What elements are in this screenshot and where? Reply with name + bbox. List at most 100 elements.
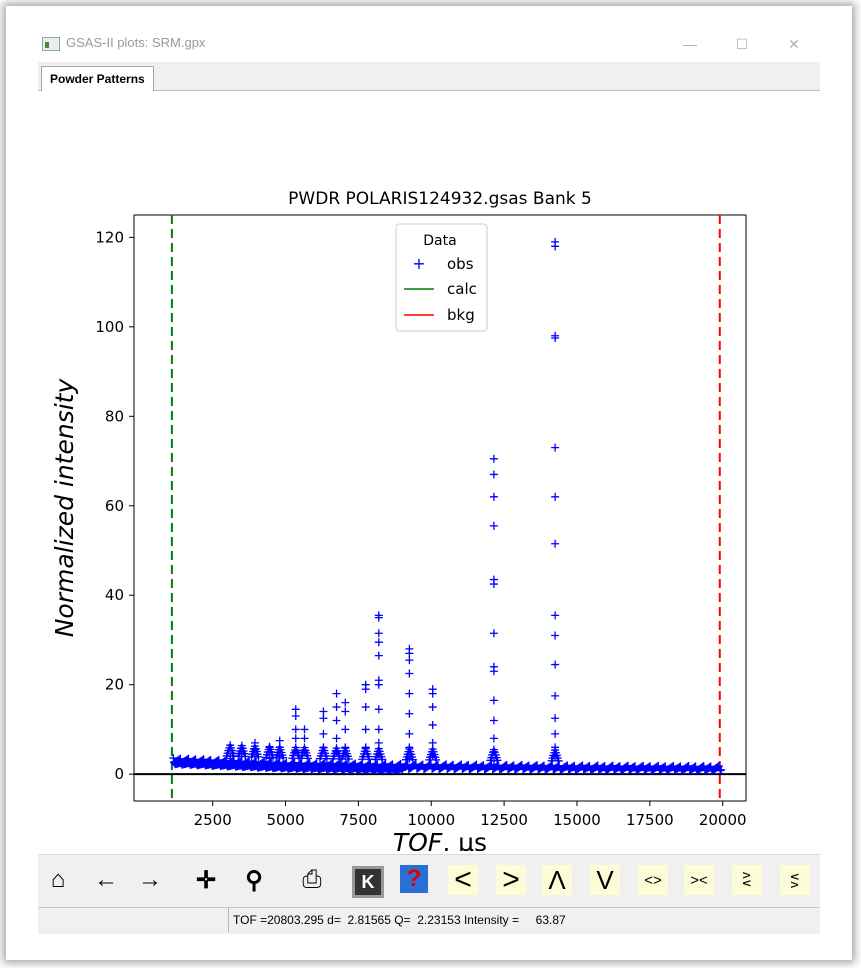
powder-pattern-chart[interactable]: PWDR POLARIS124932.gsas Bank 5 2500 5000 7…	[38, 91, 820, 857]
obs-peak-point	[551, 691, 560, 700]
legend-box	[395, 223, 488, 332]
save-icon[interactable]: ⎙	[302, 866, 322, 893]
x-tick-label: 20000	[699, 811, 747, 829]
pan-icon[interactable]: ✛	[195, 866, 217, 894]
x-tick-label: 12500	[480, 811, 528, 829]
x-tick-label: 5000	[266, 811, 304, 829]
zoom-icon[interactable]: ⚲	[245, 866, 263, 894]
obs-peak-point	[551, 539, 560, 548]
obs-peak-point	[489, 696, 498, 705]
obs-peak-point	[551, 631, 560, 640]
tab-bar: Powder Patterns	[38, 62, 820, 91]
y-axis-label: Normalized intensity	[50, 378, 79, 638]
obs-peak-point	[551, 714, 560, 723]
obs-peak-point	[374, 613, 383, 622]
help-icon[interactable]: ?	[400, 865, 428, 893]
obs-peak-point	[291, 725, 300, 734]
obs-peak-point	[374, 725, 383, 734]
y-tick-label: 20	[105, 676, 124, 694]
y-tick-label: 0	[114, 765, 124, 783]
obs-peak-point	[319, 729, 328, 738]
shrink-y-icon[interactable]: ∨ʌ	[780, 865, 810, 895]
obs-peak-base	[378, 755, 387, 764]
chart-title: PWDR POLARIS124932.gsas Bank 5	[288, 189, 592, 209]
obs-peak-point	[428, 689, 437, 698]
key-press-icon[interactable]: K	[352, 866, 384, 898]
obs-peak-point	[361, 703, 370, 712]
shift-down-icon[interactable]: V	[590, 865, 620, 895]
obs-peak-point	[489, 734, 498, 743]
obs-peak-point	[361, 685, 370, 694]
y-axis: 0 20 40 60 80 100 120	[95, 228, 134, 783]
obs-peak-base	[241, 752, 250, 761]
obs-peak-point	[374, 651, 383, 660]
obs-peak-point	[332, 703, 341, 712]
obs-peak-point	[489, 521, 498, 530]
tab-powder-patterns[interactable]: Powder Patterns	[41, 66, 154, 91]
expand-x-icon[interactable]: <>	[638, 865, 668, 895]
app-icon	[42, 37, 60, 51]
shift-up-icon[interactable]: Λ	[542, 865, 572, 895]
obs-series	[169, 237, 726, 775]
expand-y-icon[interactable]: ʌ∨	[732, 865, 762, 895]
obs-peak-base	[322, 754, 331, 763]
obs-peak-point	[341, 707, 350, 716]
obs-peak-base	[554, 756, 563, 765]
home-icon[interactable]: ⌂	[50, 866, 66, 893]
x-tick-label: 17500	[626, 811, 674, 829]
legend: Data + obs calc bkg	[395, 223, 488, 332]
obs-peak-point	[374, 705, 383, 714]
legend-obs-marker: +	[412, 254, 425, 273]
x-axis-label-main: TOF	[393, 828, 443, 851]
maximize-button[interactable]: ☐	[735, 36, 749, 52]
obs-peak-point	[291, 705, 300, 714]
y-tick-label: 40	[105, 586, 124, 604]
obs-peak-point	[341, 698, 350, 707]
window-title: GSAS-II plots: SRM.gpx	[66, 35, 206, 50]
obs-peak-point	[374, 629, 383, 638]
forward-arrow-icon[interactable]: →	[138, 866, 162, 893]
obs-peak-point	[300, 734, 309, 743]
obs-peak-base	[279, 753, 288, 762]
obs-peak-point	[489, 454, 498, 463]
x-tick-label: 7500	[339, 811, 377, 829]
plot-window: GSAS-II plots: SRM.gpx — ☐ ✕ Powder Patt…	[38, 28, 820, 934]
obs-peak-point	[361, 725, 370, 734]
obs-point	[717, 765, 726, 774]
obs-peak-point	[374, 680, 383, 689]
obs-peak-point	[489, 470, 498, 479]
obs-peak-point	[291, 712, 300, 721]
obs-peak-base	[432, 755, 441, 764]
minimize-button[interactable]: —	[683, 36, 697, 52]
obs-peak-point	[551, 242, 560, 251]
obs-peak-point	[374, 638, 383, 647]
obs-peak-point	[291, 734, 300, 743]
obs-peak-point	[405, 669, 414, 678]
obs-peak-point	[489, 629, 498, 638]
back-arrow-icon[interactable]: ←	[94, 866, 118, 893]
obs-peak-point	[405, 656, 414, 665]
obs-peak-base	[408, 755, 417, 764]
plot-area[interactable]: PWDR POLARIS124932.gsas Bank 5 2500 5000 7…	[38, 91, 820, 857]
obs-peak-point	[551, 492, 560, 501]
obs-peak-point	[489, 716, 498, 725]
obs-peak-point	[405, 649, 414, 658]
x-tick-label: 15000	[553, 811, 601, 829]
obs-peak-point	[405, 709, 414, 718]
x-axis-label: TOF, µs	[393, 828, 487, 851]
obs-peak-point	[428, 720, 437, 729]
y-tick-label: 120	[95, 228, 124, 246]
status-bar: TOF =20803.295 d= 2.81565 Q= 2.23153 Int…	[38, 907, 820, 934]
obs-peak-base	[229, 751, 238, 760]
shift-left-icon[interactable]: <	[448, 863, 478, 896]
legend-bkg-label: bkg	[447, 306, 475, 324]
obs-peak-point	[332, 716, 341, 725]
close-button[interactable]: ✕	[788, 36, 800, 52]
x-axis: 2500 5000 7500 10000 12500 15000 17500 20000	[194, 801, 747, 829]
obs-peak-point	[341, 725, 350, 734]
obs-peak-point	[300, 725, 309, 734]
shift-right-icon[interactable]: >	[496, 863, 526, 896]
obs-peak-point	[332, 689, 341, 698]
obs-peak-point	[319, 707, 328, 716]
shrink-x-icon[interactable]: ><	[684, 865, 714, 895]
